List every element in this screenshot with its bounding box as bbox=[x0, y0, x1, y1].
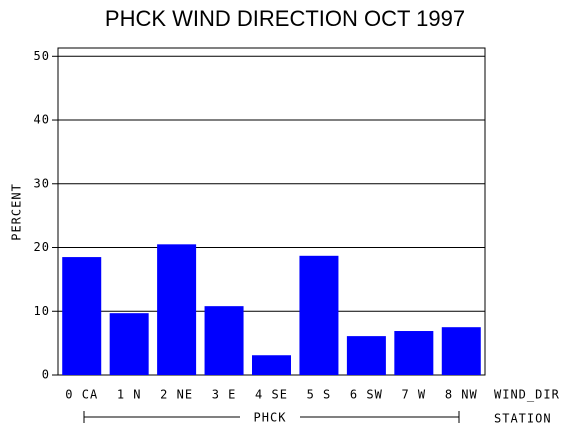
y-tick-label: 30 bbox=[34, 176, 50, 190]
bar bbox=[252, 355, 291, 375]
bar bbox=[346, 336, 386, 375]
x-axis-label: WIND_DIR bbox=[494, 388, 560, 402]
bar bbox=[394, 331, 434, 375]
y-tick-label: 0 bbox=[42, 368, 50, 382]
x-tick-label: 1 N bbox=[117, 388, 142, 402]
y-axis-label: PERCENT bbox=[10, 183, 24, 241]
bar bbox=[299, 255, 339, 375]
bar bbox=[204, 306, 244, 375]
bar bbox=[62, 257, 102, 375]
y-tick-label: 10 bbox=[34, 304, 50, 318]
x-tick-label: 3 E bbox=[212, 388, 237, 402]
chart-title: PHCK WIND DIRECTION OCT 1997 bbox=[105, 6, 465, 31]
bar bbox=[157, 244, 197, 375]
x-tick-label: 5 S bbox=[307, 388, 332, 402]
x-tick-label: 8 NW bbox=[445, 388, 478, 402]
y-tick-label: 40 bbox=[34, 113, 50, 127]
x-tick-label: 0 CA bbox=[65, 388, 98, 402]
x-tick-label: 7 W bbox=[401, 388, 426, 402]
x-tick-label: 6 SW bbox=[350, 388, 383, 402]
y-tick-label: 20 bbox=[34, 240, 50, 254]
bar bbox=[109, 313, 149, 375]
bar bbox=[441, 327, 481, 375]
x-tick-label: 2 NE bbox=[160, 388, 193, 402]
group-label: PHCK bbox=[254, 411, 287, 425]
group-axis-label: STATION bbox=[494, 412, 552, 426]
x-tick-label: 4 SE bbox=[255, 388, 288, 402]
y-tick-label: 50 bbox=[34, 49, 50, 63]
